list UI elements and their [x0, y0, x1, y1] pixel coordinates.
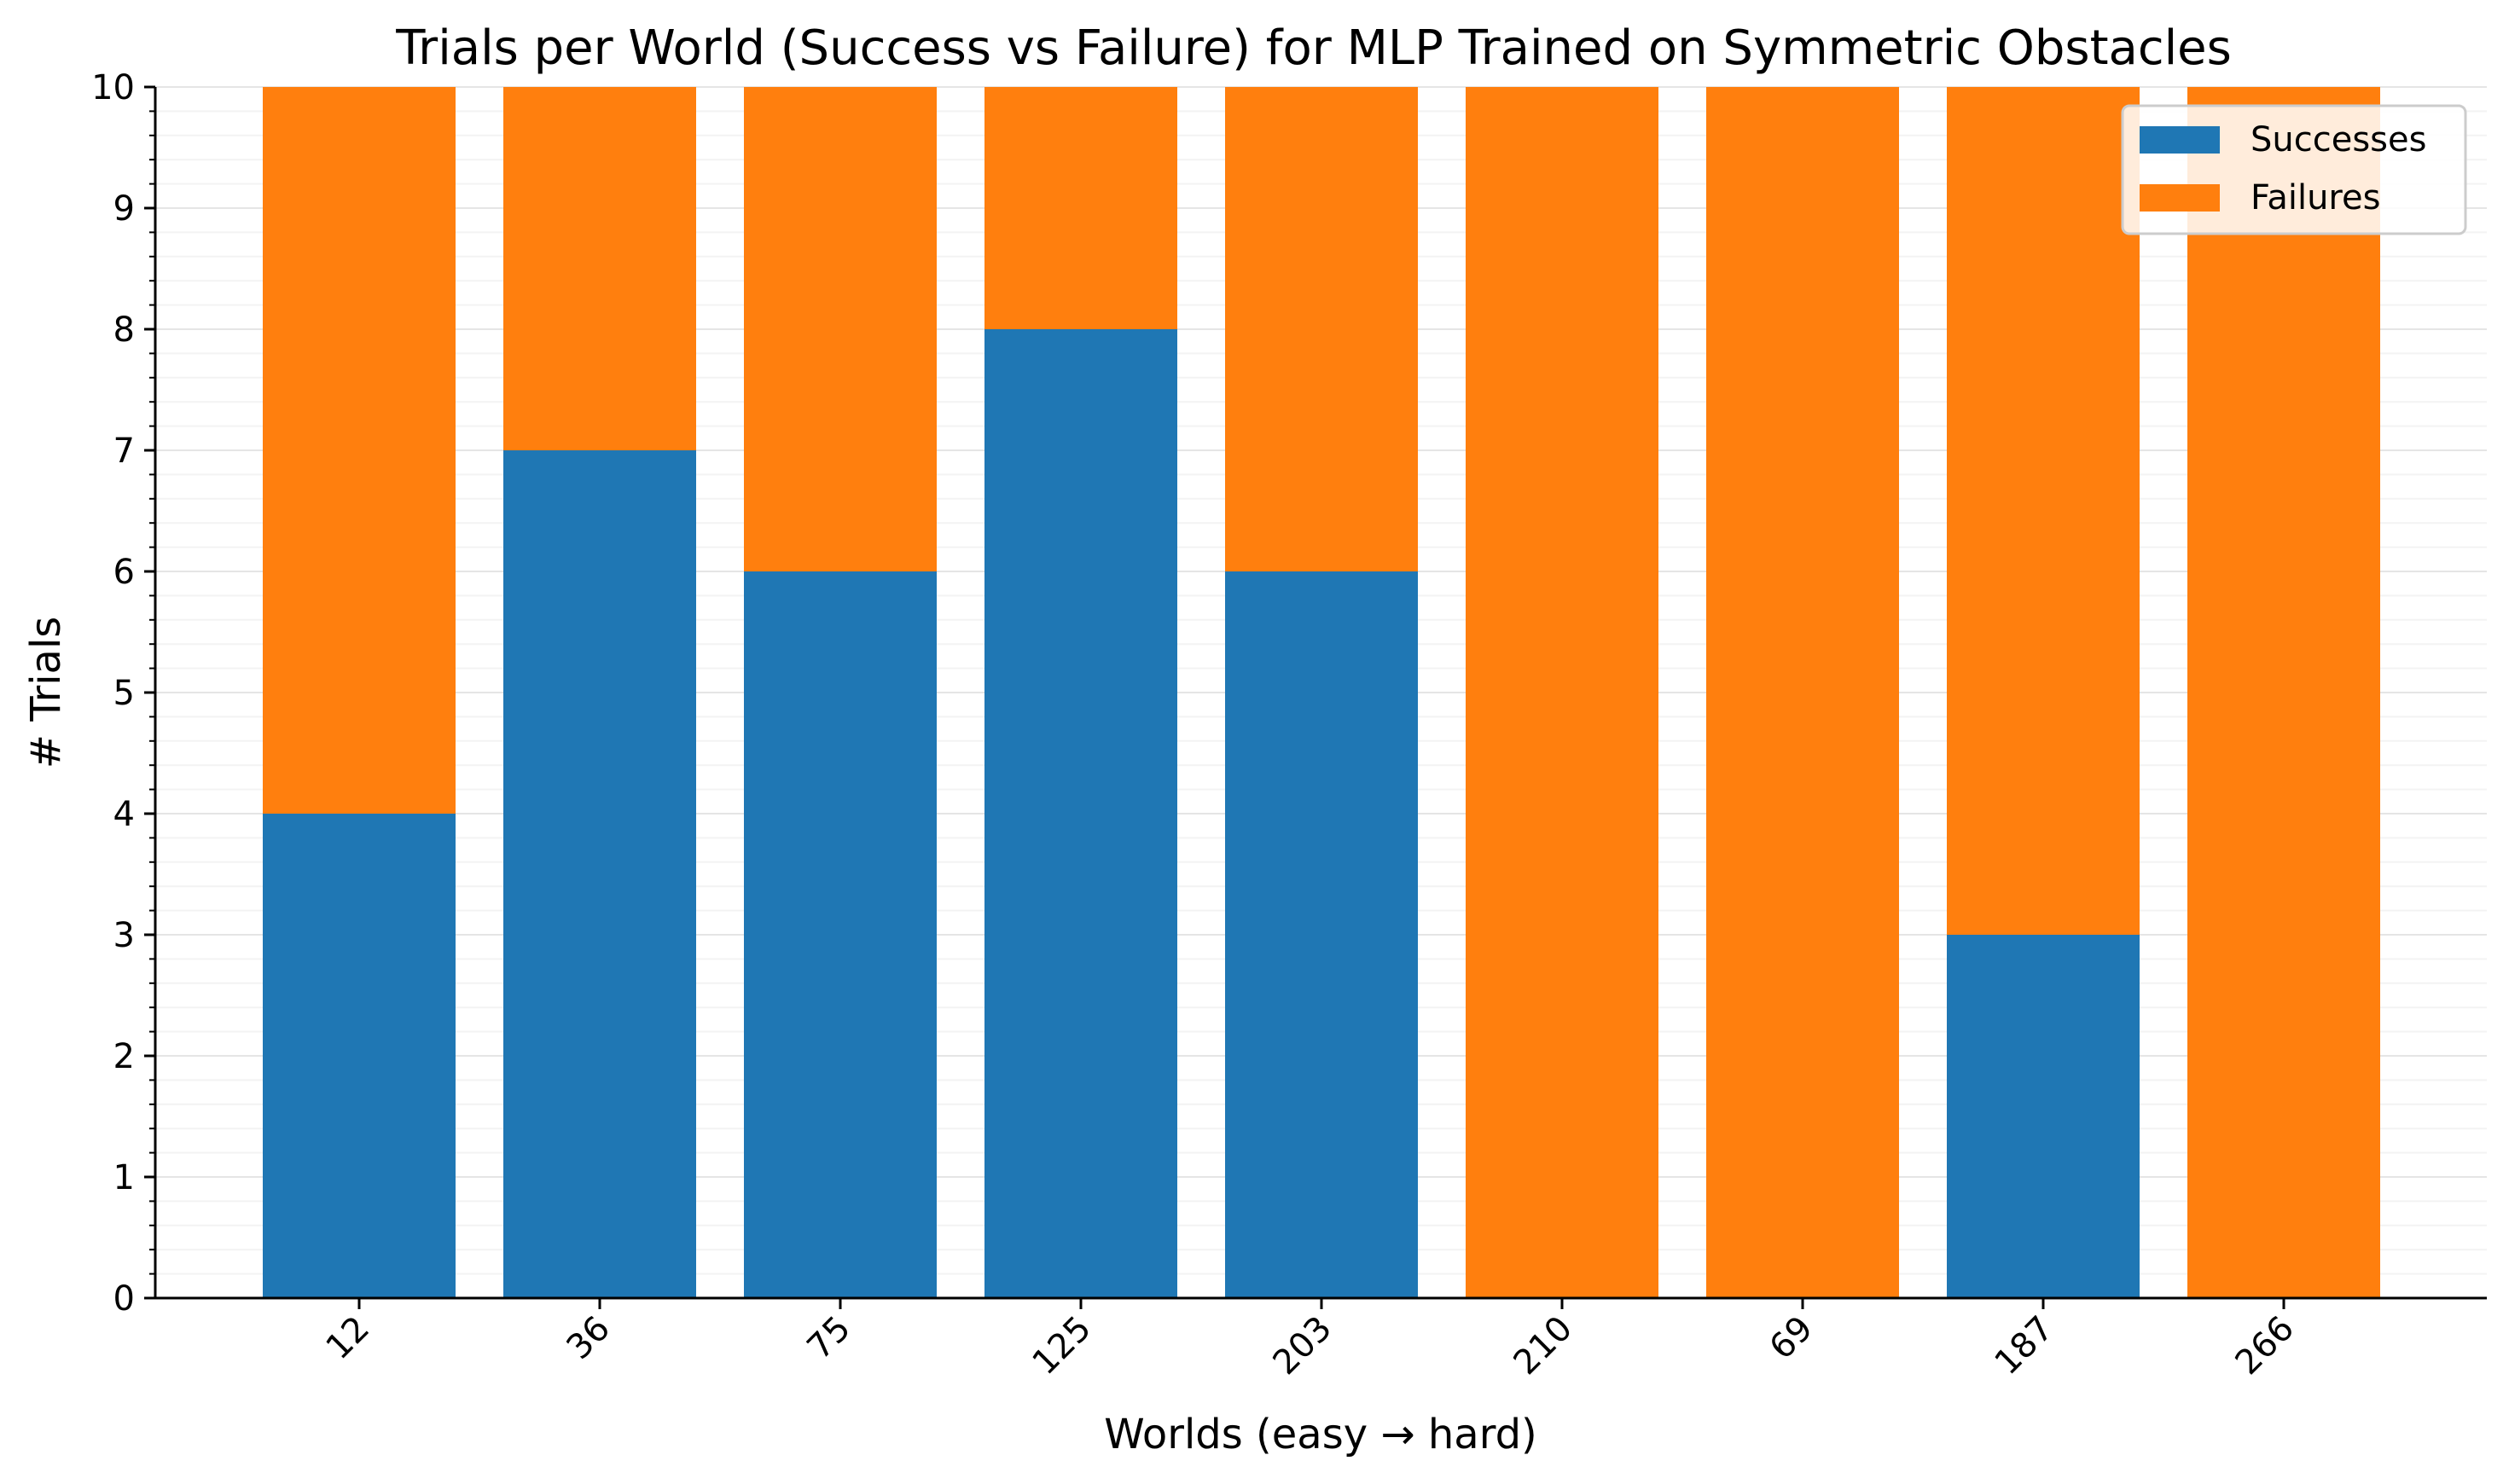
chart-title: Trials per World (Success vs Failure) fo… — [395, 20, 2232, 76]
bar-successes-12 — [263, 814, 456, 1298]
bar-failures-12 — [263, 87, 456, 814]
y-tick-label: 10 — [91, 68, 135, 107]
y-tick-label: 1 — [113, 1158, 135, 1197]
y-tick-label: 9 — [113, 189, 135, 229]
y-tick-label: 3 — [113, 916, 135, 955]
bar-successes-125 — [984, 329, 1177, 1298]
y-tick-label: 0 — [113, 1279, 135, 1319]
bar-failures-69 — [1706, 87, 1899, 1298]
y-tick-label: 6 — [113, 553, 135, 592]
bar-successes-36 — [503, 450, 696, 1298]
y-tick-label: 8 — [113, 310, 135, 350]
y-tick-labels: 0 1 2 3 4 5 6 7 8 9 10 — [91, 68, 135, 1319]
bar-failures-36 — [503, 87, 696, 450]
bar-failures-75 — [744, 87, 937, 571]
x-axis-label: Worlds (easy → hard) — [1104, 1411, 1537, 1458]
bar-successes-187 — [1947, 935, 2140, 1298]
legend-swatch-failures — [2140, 184, 2220, 212]
legend-swatch-successes — [2140, 126, 2220, 154]
legend-label-failures: Failures — [2251, 178, 2380, 217]
axes — [144, 85, 2487, 1309]
bar-failures-125 — [984, 87, 1177, 329]
y-axis-label: # Trials — [22, 617, 70, 769]
y-tick-label: 2 — [113, 1037, 135, 1076]
legend: Successes Failures — [2121, 104, 2467, 235]
bar-successes-203 — [1225, 571, 1418, 1298]
bar-failures-210 — [1466, 87, 1658, 1298]
y-tick-label: 5 — [113, 674, 135, 713]
y-tick-label: 4 — [113, 795, 135, 834]
bars — [263, 87, 2380, 1298]
bar-failures-187 — [1947, 87, 2140, 935]
legend-label-successes: Successes — [2251, 120, 2426, 159]
bar-successes-75 — [744, 571, 937, 1298]
bar-failures-203 — [1225, 87, 1418, 571]
y-tick-label: 7 — [113, 432, 135, 471]
bar-failures-266 — [2187, 87, 2380, 1298]
